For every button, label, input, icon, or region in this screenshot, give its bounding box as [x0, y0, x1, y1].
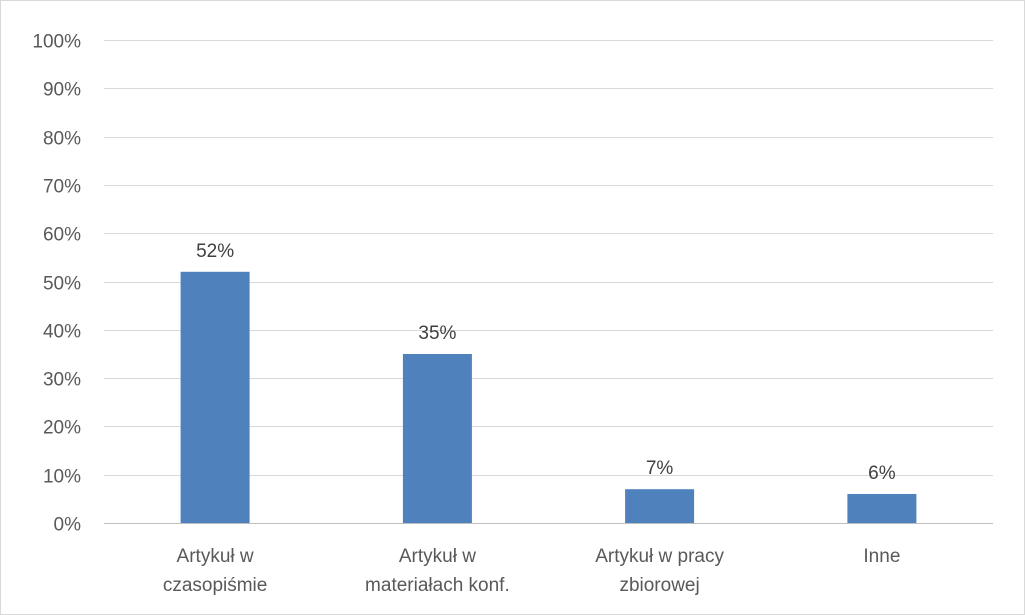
bars [180, 271, 917, 523]
y-tick-label: 80% [43, 129, 81, 150]
y-tick-label: 0% [54, 515, 82, 536]
y-tick-label: 70% [43, 177, 81, 198]
category-label: czasopiśmie [163, 575, 268, 596]
category-label: Artykuł w [177, 546, 254, 567]
bar [625, 489, 695, 523]
category-label: Artykuł w pracy [595, 546, 724, 567]
y-axis-tick-labels: 0% 10% 20% 30% 40% 50% 60% 70% 80% 90% 100% [32, 32, 81, 536]
data-label: 7% [646, 458, 674, 479]
category-label: Artykuł w [399, 546, 476, 567]
bar [180, 271, 250, 523]
y-tick-label: 90% [43, 80, 81, 101]
y-tick-label: 30% [43, 370, 81, 391]
y-tick-label: 50% [43, 274, 81, 295]
data-labels: 52% 35% 7% 6% [196, 241, 896, 484]
x-axis-category-labels: Artykuł w czasopiśmie Artykuł w materiałach… [163, 546, 901, 596]
y-tick-label: 100% [32, 32, 81, 53]
category-label: Inne [863, 546, 900, 567]
category-label: zbiorowej [619, 575, 699, 596]
data-label: 35% [418, 323, 456, 344]
y-tick-label: 60% [43, 225, 81, 246]
data-label: 6% [868, 463, 896, 484]
data-label: 52% [196, 241, 234, 262]
bar [402, 354, 472, 523]
bar [847, 494, 917, 523]
gridlines [104, 40, 993, 524]
y-tick-label: 20% [43, 418, 81, 439]
category-label: materiałach konf. [365, 575, 510, 596]
y-tick-label: 10% [43, 467, 81, 488]
y-tick-label: 40% [43, 322, 81, 343]
